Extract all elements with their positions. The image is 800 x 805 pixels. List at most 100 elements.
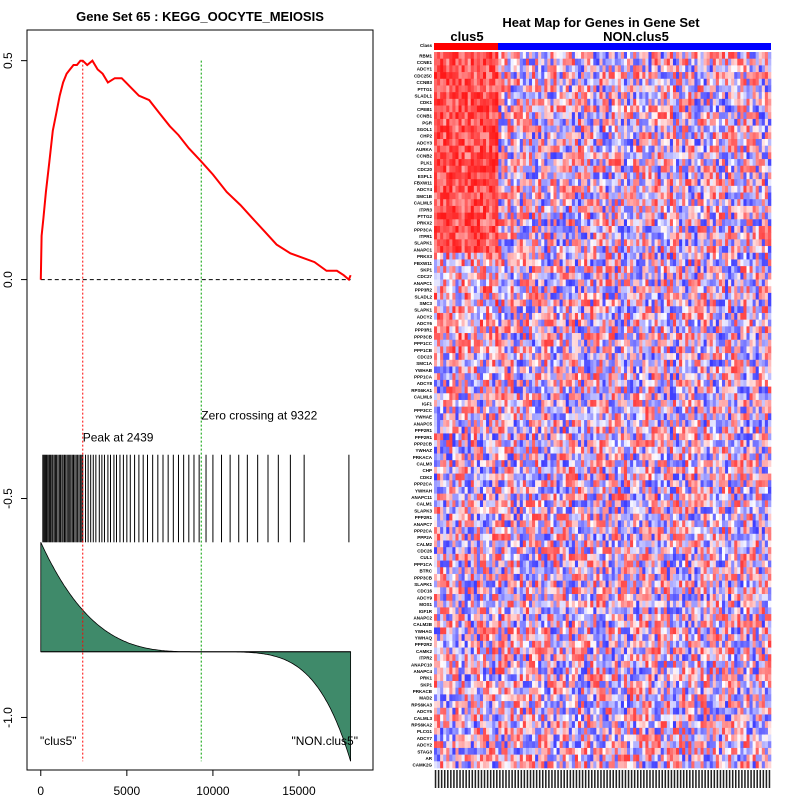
heatmap-cell: [452, 480, 455, 487]
heatmap-cell: [495, 166, 498, 173]
heatmap-cell: [498, 714, 501, 721]
heatmap-cell: [486, 454, 489, 461]
heatmap-cell: [517, 761, 520, 768]
heatmap-cell: [532, 333, 535, 340]
heatmap-cell: [526, 494, 529, 501]
heatmap-cell: [547, 454, 550, 461]
heatmap-cell: [514, 199, 517, 206]
heatmap-cell: [434, 266, 437, 273]
heatmap-cell: [535, 514, 538, 521]
heatmap-cell: [446, 85, 449, 92]
heatmap-cell: [483, 587, 486, 594]
heatmap-cell: [489, 65, 492, 72]
heatmap-cell: [495, 52, 498, 59]
heatmap-cell: [541, 561, 544, 568]
heatmap-cell: [477, 172, 480, 179]
heatmap-cell: [538, 641, 541, 648]
heatmap-cell: [489, 735, 492, 742]
heatmap-cell: [474, 581, 477, 588]
heatmap-cell: [538, 333, 541, 340]
heatmap-cell: [477, 668, 480, 675]
heatmap-cell: [443, 694, 446, 701]
heatmap-cell: [569, 333, 572, 340]
heatmap-cell: [508, 360, 511, 367]
heatmap-cell: [443, 300, 446, 307]
heatmap-cell: [437, 59, 440, 66]
heatmap-cell: [455, 333, 458, 340]
heatmap-cell: [462, 621, 465, 628]
heatmap-cell: [498, 661, 501, 668]
heatmap-cell: [462, 674, 465, 681]
heatmap-cell: [569, 112, 572, 119]
heatmap-cell: [440, 186, 443, 193]
heatmap-cell: [492, 266, 495, 273]
heatmap-cell: [511, 654, 514, 661]
heatmap-cell: [514, 427, 517, 434]
heatmap-cell: [566, 735, 569, 742]
heatmap-cell: [434, 72, 437, 79]
heatmap-cell: [455, 581, 458, 588]
heatmap-cell: [434, 320, 437, 327]
heatmap-cell: [483, 574, 486, 581]
heatmap-cell: [498, 614, 501, 621]
heatmap-cell: [440, 654, 443, 661]
heatmap-cell: [483, 346, 486, 353]
heatmap-cell: [495, 614, 498, 621]
heatmap-cell: [437, 333, 440, 340]
heatmap-cell: [504, 313, 507, 320]
heatmap-cell: [572, 259, 575, 266]
heatmap-cell: [501, 634, 504, 641]
heatmap-cell: [465, 587, 468, 594]
heatmap-cell: [541, 514, 544, 521]
heatmap-cell: [462, 367, 465, 374]
heatmap-cell: [508, 648, 511, 655]
heatmap-cell: [560, 688, 563, 695]
heatmap-cell: [492, 199, 495, 206]
heatmap-cell: [462, 561, 465, 568]
heatmap-cell: [440, 85, 443, 92]
heatmap-cell: [434, 159, 437, 166]
heatmap-cell: [474, 286, 477, 293]
heatmap-cell: [547, 132, 550, 139]
heatmap-cell: [495, 601, 498, 608]
heatmap-cell: [553, 206, 556, 213]
heatmap-cell: [566, 286, 569, 293]
heatmap-cell: [541, 326, 544, 333]
heatmap-cell: [474, 387, 477, 394]
heatmap-cell: [459, 514, 462, 521]
heatmap-cell: [511, 59, 514, 66]
heatmap-cell: [553, 373, 556, 380]
heatmap-cell: [504, 755, 507, 762]
heatmap-cell: [483, 581, 486, 588]
heatmap-cell: [465, 159, 468, 166]
heatmap-cell: [557, 387, 560, 394]
heatmap-cell: [560, 246, 563, 253]
heatmap-cell: [477, 193, 480, 200]
heatmap-cell: [465, 373, 468, 380]
heatmap-cell: [446, 433, 449, 440]
heatmap-cell: [544, 72, 547, 79]
heatmap-cell: [520, 413, 523, 420]
heatmap-cell: [557, 755, 560, 762]
heatmap-cell: [465, 132, 468, 139]
heatmap-cell: [514, 119, 517, 126]
heatmap-cell: [523, 487, 526, 494]
heatmap-cell: [492, 607, 495, 614]
heatmap-cell: [535, 447, 538, 454]
heatmap-cell: [535, 326, 538, 333]
heatmap-cell: [520, 540, 523, 547]
heatmap-cell: [434, 627, 437, 634]
heatmap-cell: [557, 433, 560, 440]
heatmap-cell: [468, 607, 471, 614]
heatmap-cell: [486, 273, 489, 280]
heatmap-cell: [547, 253, 550, 260]
heatmap-cell: [560, 554, 563, 561]
heatmap-cell: [547, 474, 550, 481]
heatmap-cell: [508, 132, 511, 139]
heatmap-cell: [480, 300, 483, 307]
heatmap-cell: [443, 447, 446, 454]
heatmap-cell: [553, 474, 556, 481]
heatmap-cell: [529, 714, 532, 721]
heatmap-cell: [480, 313, 483, 320]
heatmap-cell: [532, 567, 535, 574]
